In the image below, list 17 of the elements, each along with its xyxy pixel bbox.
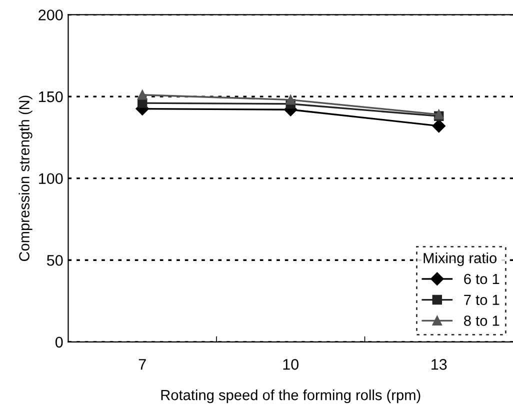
y-tick-label: 100 [39,173,63,184]
x-tick-label: 7 [138,359,146,370]
y-tick-label: 50 [46,254,63,266]
legend-label: 6 to 1 [464,274,500,284]
y-tick-label: 200 [38,10,63,20]
point [137,90,148,100]
legend-label: 8 to 1 [464,316,500,326]
y-tick-label: 150 [39,91,63,102]
x-tick-label: 13 [432,358,447,370]
legend-label: 7 to 1 [464,294,500,306]
y-tick-label: 0 [55,336,63,348]
legend-title: Mixing ratio [424,252,497,266]
x-tick-label: 10 [283,358,299,370]
x-axis-title: Rotating speed of the forming rolls (rpm) [161,390,420,404]
y-axis-title: Compression strength (N) [18,96,32,262]
point [432,119,446,133]
point [286,94,296,105]
